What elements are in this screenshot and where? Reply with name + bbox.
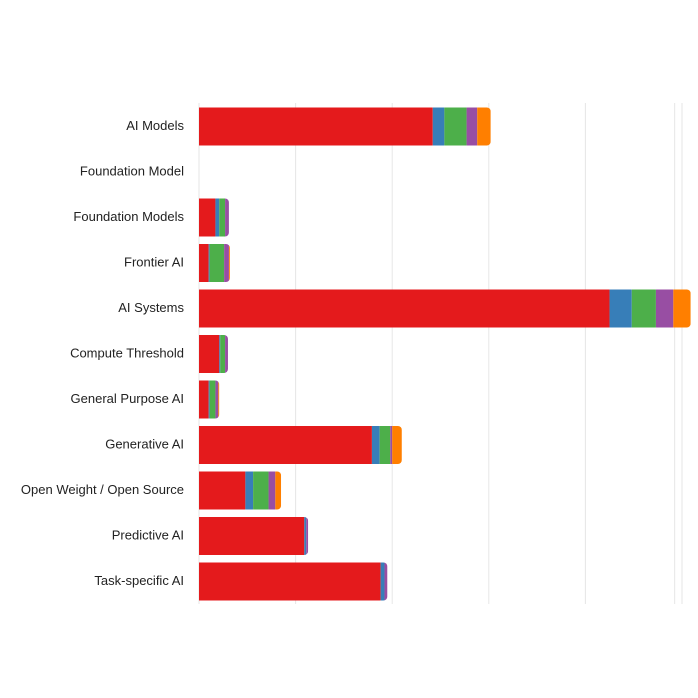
- bar-segment[interactable]: [199, 289, 610, 328]
- bar-group: [199, 107, 491, 146]
- bar-segment[interactable]: [245, 471, 254, 510]
- bar-segment[interactable]: [392, 426, 402, 464]
- bar-segment[interactable]: [609, 289, 632, 328]
- bar-segment[interactable]: [253, 471, 269, 510]
- bar-segment[interactable]: [199, 380, 209, 419]
- category-label: AI Models: [126, 118, 184, 133]
- bar-segment[interactable]: [224, 244, 229, 282]
- category-label: Frontier AI: [124, 254, 184, 269]
- bar-segment[interactable]: [199, 335, 220, 373]
- bar-segment[interactable]: [215, 198, 220, 237]
- bar-segment[interactable]: [306, 517, 309, 555]
- bar-segment[interactable]: [219, 335, 221, 373]
- bar-group: [199, 335, 228, 373]
- bar-segment[interactable]: [655, 289, 674, 328]
- bar-segment[interactable]: [199, 198, 216, 237]
- category-labels: AI Models Foundation Model Foundation Mode…: [21, 118, 185, 588]
- bar-segment[interactable]: [228, 244, 230, 282]
- category-label: General Purpose AI: [71, 391, 184, 406]
- bar-group: [199, 289, 691, 328]
- category-label: Open Weight / Open Source: [21, 482, 184, 497]
- bar-segment[interactable]: [379, 426, 391, 464]
- category-label: Foundation Model: [80, 163, 184, 178]
- bar-group: [199, 471, 282, 510]
- bar-group: [199, 244, 230, 282]
- category-label: Predictive AI: [112, 527, 184, 542]
- bar-segment[interactable]: [215, 380, 219, 419]
- bar-segment[interactable]: [444, 107, 467, 146]
- bar-segment[interactable]: [477, 107, 491, 146]
- bar-segment[interactable]: [466, 107, 478, 146]
- bar-segment[interactable]: [208, 380, 210, 419]
- bar-group: [199, 517, 309, 555]
- bar-segment[interactable]: [220, 335, 226, 373]
- category-label: Foundation Models: [73, 209, 184, 224]
- category-label: Compute Threshold: [70, 345, 184, 360]
- category-label: Task-specific AI: [94, 573, 184, 588]
- bar-group: [199, 198, 229, 237]
- bar-segment[interactable]: [304, 517, 307, 555]
- bar-segment[interactable]: [631, 289, 656, 328]
- bar-segment[interactable]: [199, 244, 209, 282]
- gridlines: [198, 103, 683, 604]
- bar-segment[interactable]: [199, 562, 381, 601]
- bar-segment[interactable]: [199, 517, 305, 555]
- bar-segment[interactable]: [225, 198, 229, 237]
- bar-segment[interactable]: [225, 335, 228, 373]
- bar-segment[interactable]: [380, 562, 385, 601]
- bar-segment[interactable]: [209, 380, 216, 419]
- bar-segment[interactable]: [219, 198, 226, 237]
- bar-segment[interactable]: [371, 426, 380, 464]
- category-label: AI Systems: [118, 300, 184, 315]
- bar-segment[interactable]: [199, 471, 246, 510]
- bar-segment[interactable]: [199, 426, 372, 464]
- bar-segment[interactable]: [218, 380, 220, 419]
- bar-segment[interactable]: [209, 244, 225, 282]
- bar-group: [199, 426, 402, 464]
- bar-segment[interactable]: [390, 426, 393, 464]
- bar-segment[interactable]: [673, 289, 691, 328]
- bar-segment[interactable]: [384, 562, 388, 601]
- bar-segment[interactable]: [275, 471, 282, 510]
- bars: [199, 107, 691, 601]
- bar-group: [199, 380, 220, 419]
- bar-segment[interactable]: [199, 107, 433, 146]
- category-label: Generative AI: [105, 436, 184, 451]
- bar-group: [199, 562, 388, 601]
- bar-segment[interactable]: [432, 107, 445, 146]
- bar-segment[interactable]: [208, 244, 210, 282]
- bar-segment[interactable]: [268, 471, 276, 510]
